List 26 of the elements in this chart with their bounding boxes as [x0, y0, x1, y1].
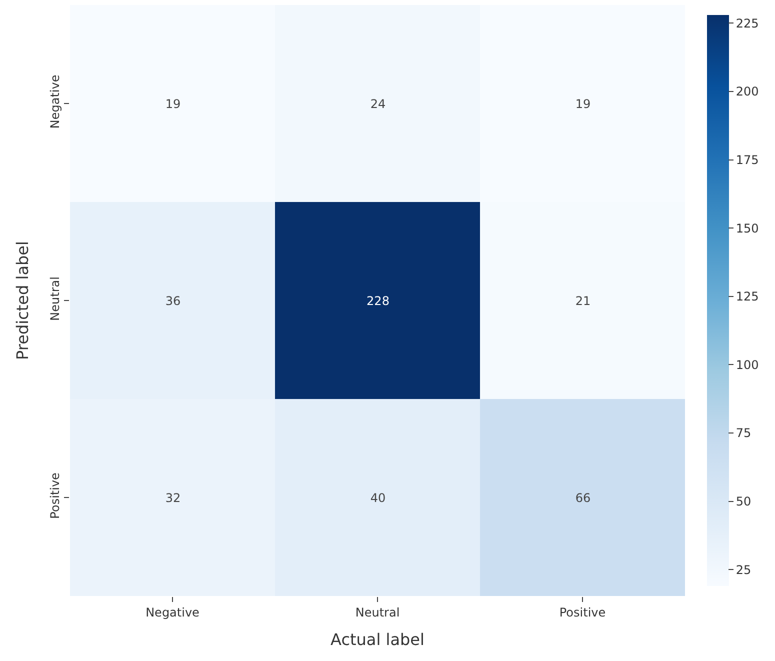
color-bar-label: 25	[736, 562, 752, 577]
color-bar-label: 125	[736, 290, 759, 304]
y-tick-label: Negative	[48, 74, 62, 129]
color-bar-label: 200	[736, 84, 759, 99]
data-label: 19	[575, 97, 591, 112]
data-label: 21	[575, 294, 591, 308]
color-bar-label: 75	[736, 426, 752, 440]
y-tick-label: Neutral	[48, 276, 62, 321]
x-tick-label: Positive	[559, 605, 606, 620]
color-bar-label: 175	[736, 153, 759, 167]
data-label: 66	[575, 491, 591, 506]
data-label: 32	[165, 491, 181, 506]
x-tick-label: Negative	[146, 605, 200, 620]
y-tick-label: Positive	[48, 472, 62, 519]
x-axis-title: Actual label	[330, 630, 424, 650]
data-label: 19	[165, 97, 181, 112]
data-label: 24	[370, 97, 386, 112]
x-tick-label: Neutral	[355, 605, 400, 620]
data-label: 40	[370, 491, 386, 506]
color-bar-label: 225	[736, 16, 759, 30]
color-bar-label: 100	[736, 358, 759, 372]
data-label: 228	[366, 294, 390, 308]
data-label: 36	[165, 294, 181, 308]
color-bar-label: 50	[736, 494, 752, 509]
color-bar-label: 150	[736, 221, 759, 236]
y-axis-title: Predicted label	[13, 241, 32, 360]
